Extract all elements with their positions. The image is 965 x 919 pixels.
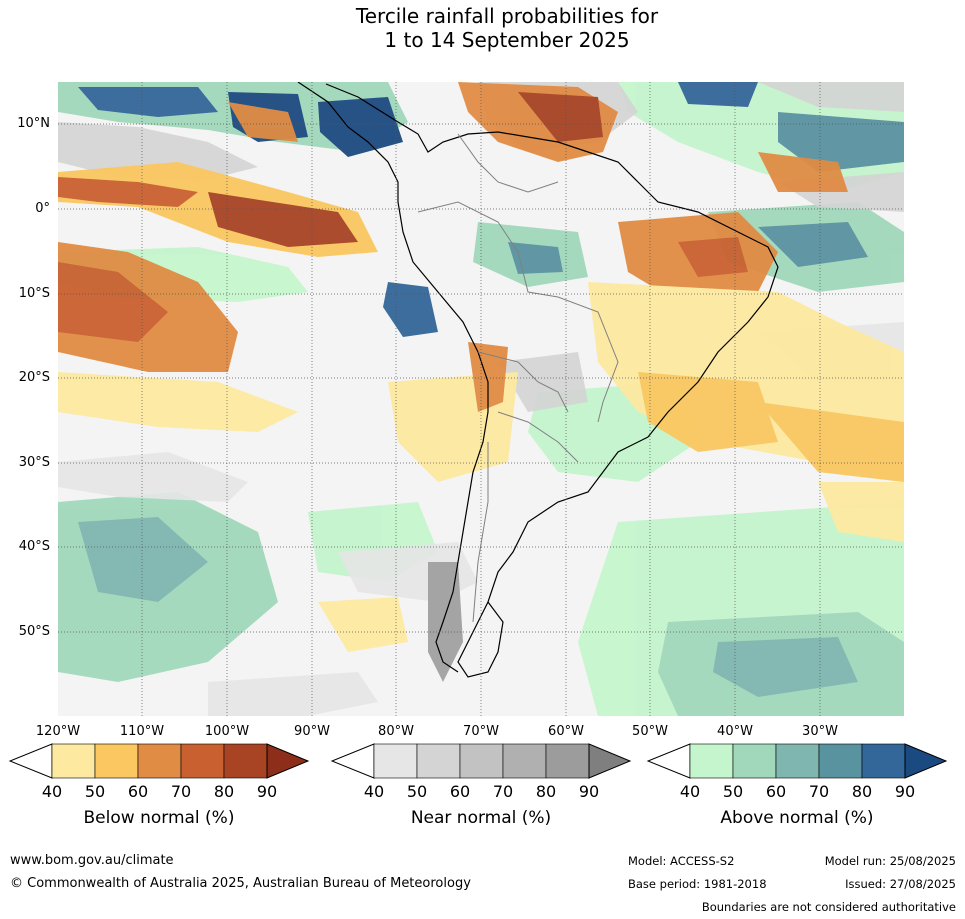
cb-near-tick-40: 40 <box>363 782 385 801</box>
lat-label-50s: 50°S <box>18 624 50 639</box>
cb-near-tick-70: 70 <box>492 782 514 801</box>
colorbar-near-normal <box>330 743 632 779</box>
cb-above-bin-5 <box>861 743 906 779</box>
title-line-2: 1 to 14 September 2025 <box>384 28 630 52</box>
cb-above-left-arrow <box>646 743 691 779</box>
cb-below-tick-90: 90 <box>256 782 278 801</box>
forecast-map <box>58 82 904 716</box>
lon-label-70w: 70°W <box>463 724 499 739</box>
cb-above-bin-4 <box>818 743 863 779</box>
model-run-date: Model run: 25/08/2025 <box>824 854 956 868</box>
cb-near-tick-90: 90 <box>578 782 600 801</box>
cb-below-bin-1 <box>51 743 96 779</box>
lon-label-90w: 90°W <box>294 724 330 739</box>
cb-below-bin-5 <box>223 743 268 779</box>
cb-near-tick-60: 60 <box>449 782 471 801</box>
cb-above-bin-1 <box>689 743 734 779</box>
cb-above-tick-70: 70 <box>808 782 830 801</box>
issued-date: Issued: 27/08/2025 <box>845 877 956 891</box>
lat-label-40s: 40°S <box>18 539 50 554</box>
below-normal-regions <box>58 82 904 652</box>
lat-label-30s: 30°S <box>18 455 50 470</box>
lon-label-100w: 100°W <box>204 724 250 739</box>
lon-label-120w: 120°W <box>35 724 81 739</box>
lon-label-40w: 40°W <box>717 724 753 739</box>
website-link[interactable]: www.bom.gov.au/climate <box>10 853 174 868</box>
model-name: Model: ACCESS-S2 <box>628 854 735 868</box>
cb-near-bin-4 <box>502 743 547 779</box>
cb-below-tick-70: 70 <box>170 782 192 801</box>
colorbar-below-normal <box>8 743 310 779</box>
cb-above-tick-60: 60 <box>765 782 787 801</box>
cb-above-tick-80: 80 <box>851 782 873 801</box>
lat-label-0: 0° <box>35 201 50 216</box>
cb-near-bin-3 <box>459 743 504 779</box>
lat-label-10s: 10°S <box>18 286 50 301</box>
cb-near-bin-1 <box>373 743 418 779</box>
lon-label-110w: 110°W <box>119 724 165 739</box>
cb-below-bin-2 <box>94 743 139 779</box>
boundaries-disclaimer: Boundaries are not considered authoritat… <box>701 900 956 914</box>
lon-label-60w: 60°W <box>548 724 584 739</box>
cb-below-right-arrow <box>266 743 310 779</box>
base-period: Base period: 1981-2018 <box>628 877 767 891</box>
map-title: Tercile rainfall probabilities for 1 to … <box>0 4 965 52</box>
cb-near-tick-80: 80 <box>535 782 557 801</box>
colorbar-below-title: Below normal (%) <box>83 808 235 828</box>
colorbar-above-title: Above normal (%) <box>720 808 874 828</box>
cb-above-bin-3 <box>775 743 820 779</box>
lon-label-80w: 80°W <box>378 724 414 739</box>
cb-below-bin-4 <box>180 743 225 779</box>
cb-near-right-arrow <box>588 743 632 779</box>
cb-below-tick-40: 40 <box>41 782 63 801</box>
cb-above-tick-40: 40 <box>679 782 701 801</box>
graticule <box>58 82 904 716</box>
cb-near-tick-50: 50 <box>406 782 428 801</box>
colorbar-near-title: Near normal (%) <box>410 808 552 828</box>
lon-label-50w: 50°W <box>632 724 668 739</box>
cb-above-right-arrow <box>904 743 948 779</box>
cb-above-tick-50: 50 <box>722 782 744 801</box>
west-coastline <box>397 201 489 673</box>
cb-above-bin-2 <box>732 743 777 779</box>
central-america-coast <box>297 82 399 202</box>
title-line-1: Tercile rainfall probabilities for <box>355 4 659 28</box>
lat-label-20s: 20°S <box>18 370 50 385</box>
cb-below-tick-80: 80 <box>213 782 235 801</box>
cb-near-bin-5 <box>545 743 590 779</box>
country-boundaries <box>417 133 619 623</box>
lat-label-10n: 10°N <box>17 116 50 131</box>
cb-below-tick-60: 60 <box>127 782 149 801</box>
cb-below-bin-3 <box>137 743 182 779</box>
cb-below-left-arrow <box>8 743 53 779</box>
copyright-text: © Commonwealth of Australia 2025, Austra… <box>10 876 471 891</box>
colorbar-above-normal <box>646 743 948 779</box>
cb-above-tick-90: 90 <box>894 782 916 801</box>
cb-below-tick-50: 50 <box>84 782 106 801</box>
cb-near-bin-2 <box>416 743 461 779</box>
cb-near-left-arrow <box>330 743 375 779</box>
lon-label-30w: 30°W <box>802 724 838 739</box>
